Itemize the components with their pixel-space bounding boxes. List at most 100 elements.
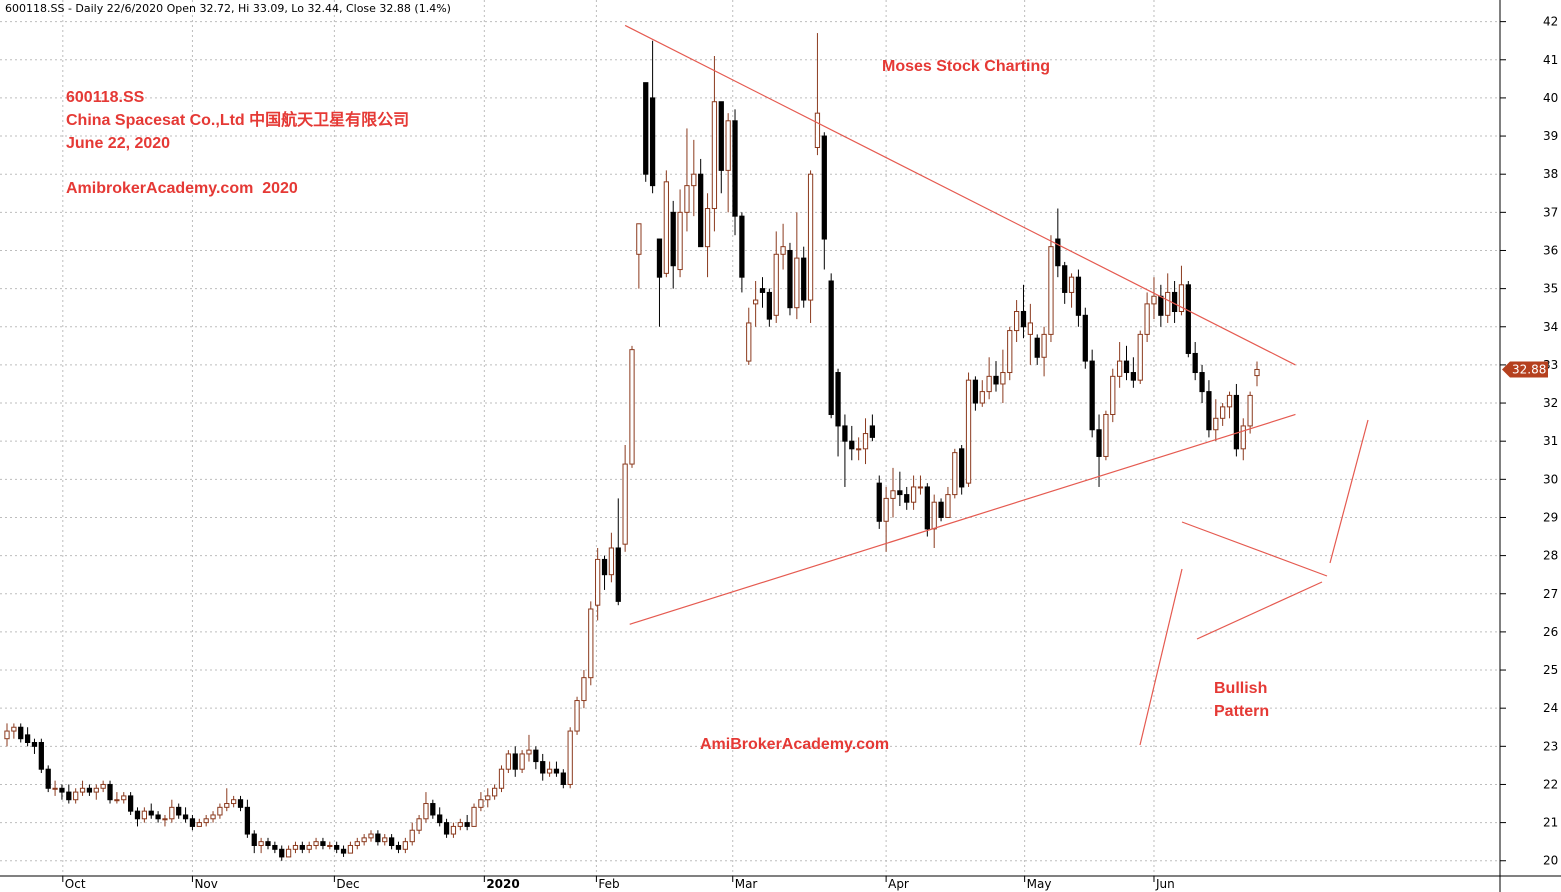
y-tick-label: 42 bbox=[1543, 15, 1558, 29]
bullish-pattern-sketch bbox=[1139, 419, 1369, 746]
candle bbox=[382, 834, 388, 846]
candle-body bbox=[698, 173, 704, 248]
candle-body bbox=[684, 185, 690, 213]
candle bbox=[388, 834, 395, 850]
candle-body bbox=[739, 215, 745, 278]
candle bbox=[100, 780, 106, 793]
candle bbox=[656, 238, 663, 327]
candle bbox=[704, 193, 711, 278]
candle bbox=[1013, 300, 1020, 343]
candle-body bbox=[1158, 295, 1164, 316]
candle bbox=[1110, 368, 1116, 423]
candle bbox=[299, 841, 305, 854]
candle-body bbox=[677, 211, 683, 271]
candle-body bbox=[924, 486, 930, 530]
candle bbox=[1158, 284, 1164, 327]
candle bbox=[512, 746, 518, 777]
candle bbox=[821, 132, 827, 270]
candle-body bbox=[402, 841, 408, 850]
candle bbox=[670, 200, 676, 289]
candle bbox=[595, 547, 601, 621]
candles bbox=[4, 33, 1260, 861]
candle-body bbox=[485, 795, 491, 801]
candle-body bbox=[849, 440, 855, 450]
candle bbox=[862, 418, 869, 465]
candle-body bbox=[1027, 322, 1033, 335]
candle bbox=[759, 277, 766, 308]
candle-body bbox=[993, 375, 999, 385]
candle-body bbox=[121, 795, 127, 801]
candle bbox=[938, 498, 944, 522]
candle bbox=[1055, 208, 1061, 278]
candle bbox=[224, 788, 230, 812]
candle-body bbox=[313, 841, 319, 846]
candle bbox=[1151, 277, 1157, 320]
candle-body bbox=[519, 753, 525, 770]
sketch-stroke bbox=[1139, 568, 1183, 746]
candle bbox=[73, 788, 79, 804]
candle bbox=[437, 807, 443, 827]
candle-body bbox=[560, 772, 566, 785]
candle bbox=[498, 765, 505, 793]
candle bbox=[773, 231, 779, 323]
candle bbox=[1123, 345, 1130, 381]
candle-body bbox=[1151, 295, 1157, 305]
candle-body bbox=[471, 806, 477, 827]
candle bbox=[553, 761, 560, 777]
candle-body bbox=[828, 280, 834, 415]
candle bbox=[1082, 307, 1088, 369]
candle bbox=[430, 799, 436, 819]
candle-body bbox=[45, 768, 51, 789]
candle bbox=[814, 33, 821, 156]
candle-body bbox=[1144, 303, 1150, 335]
candle-body bbox=[512, 753, 518, 770]
candle-body bbox=[526, 749, 532, 755]
candle bbox=[663, 170, 669, 278]
candle bbox=[910, 475, 917, 510]
candle-body bbox=[910, 486, 917, 503]
candle-body bbox=[752, 299, 759, 305]
candle bbox=[1165, 273, 1171, 323]
y-tick-label: 25 bbox=[1543, 663, 1558, 677]
candle bbox=[1247, 391, 1253, 434]
candle bbox=[285, 845, 292, 858]
candle bbox=[59, 784, 65, 800]
candle bbox=[1206, 380, 1212, 438]
candle bbox=[134, 807, 141, 827]
candle bbox=[155, 811, 161, 823]
candle bbox=[581, 670, 587, 709]
candle-body bbox=[938, 501, 944, 518]
candle-body bbox=[107, 783, 113, 801]
candle bbox=[231, 795, 237, 808]
candle bbox=[141, 807, 147, 823]
candle bbox=[1062, 261, 1068, 304]
y-tick-label: 31 bbox=[1543, 434, 1558, 448]
candle bbox=[279, 845, 285, 861]
candle bbox=[883, 486, 889, 552]
candle bbox=[1007, 326, 1013, 381]
candle-body bbox=[1247, 394, 1253, 427]
candle-body bbox=[972, 379, 979, 404]
candle bbox=[794, 212, 800, 320]
candle bbox=[588, 601, 594, 686]
x-tick-label: Nov bbox=[194, 877, 217, 891]
sketch-stroke bbox=[1181, 521, 1328, 577]
candle bbox=[1075, 269, 1082, 327]
candle bbox=[313, 837, 319, 850]
candle-body bbox=[334, 844, 340, 850]
candle-body bbox=[86, 787, 93, 793]
candle-body bbox=[306, 844, 312, 850]
candle-body bbox=[1213, 417, 1219, 431]
candle bbox=[375, 830, 381, 846]
candle bbox=[189, 814, 196, 831]
bullish-label: Bullish bbox=[1214, 680, 1267, 697]
candle bbox=[945, 486, 951, 518]
y-tick-label: 23 bbox=[1543, 739, 1558, 753]
candle bbox=[917, 475, 924, 495]
candle-body bbox=[1233, 394, 1240, 450]
candle-body bbox=[718, 101, 724, 171]
candle-body bbox=[1034, 337, 1040, 358]
candle-body bbox=[114, 799, 120, 802]
candle-body bbox=[437, 814, 443, 824]
y-tick-label: 32 bbox=[1543, 396, 1558, 410]
